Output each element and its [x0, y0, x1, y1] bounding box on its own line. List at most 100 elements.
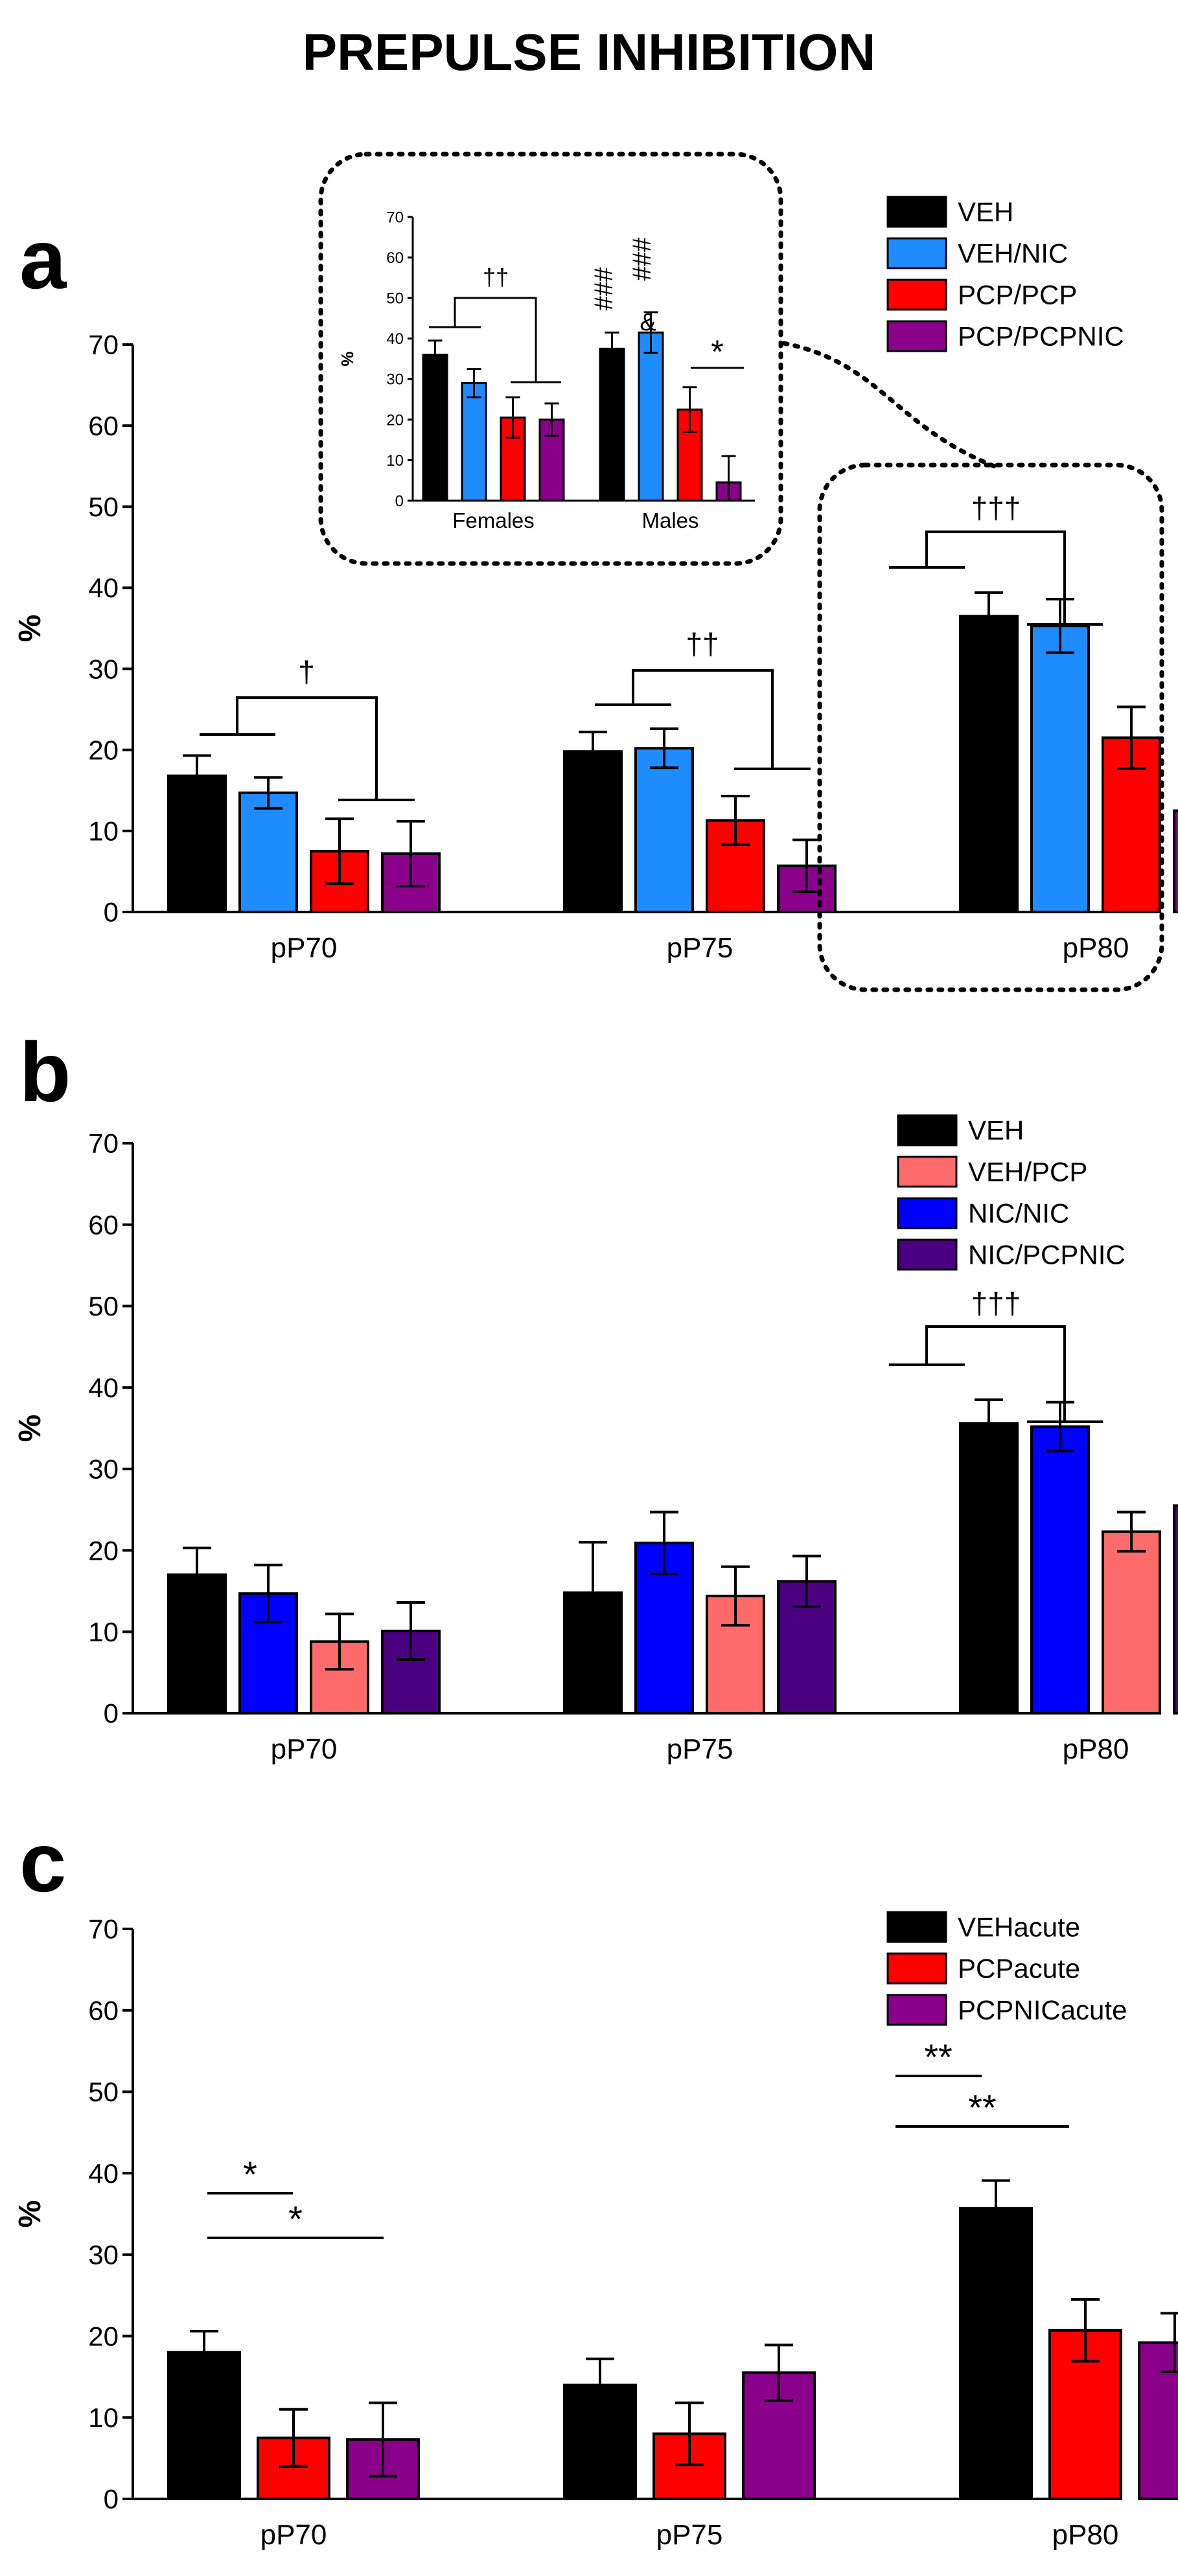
x-tick-label: pP70 — [271, 1733, 338, 1765]
legend-label: VEH/NIC — [958, 238, 1068, 269]
legend-swatch — [897, 1114, 958, 1146]
y-tick-label: 10 — [88, 1617, 119, 1647]
figure-title: PREPULSE INHIBITION — [303, 23, 876, 81]
bar-pcpnicacute-pp80 — [1138, 2341, 1178, 2501]
legend-swatch — [886, 1994, 947, 2026]
bar-nic-pcpnic-pp80 — [1173, 1504, 1178, 1715]
bar-veh-males — [599, 347, 625, 502]
x-tick-label: pP75 — [667, 932, 733, 964]
x-tick-label: Males — [641, 508, 699, 532]
significance-marker: ††† — [971, 1286, 1021, 1320]
x-tick-label: pP80 — [1063, 1733, 1129, 1765]
significance-marker: * — [288, 2198, 303, 2239]
bar-vehacute-pp70 — [167, 2351, 241, 2501]
legend-label: VEH — [968, 1115, 1024, 1146]
legend-swatch — [886, 279, 947, 311]
y-tick-label: 60 — [88, 411, 119, 441]
y-tick-label: 40 — [88, 573, 119, 603]
panel-a-letter: a — [19, 212, 67, 306]
legend-swatch — [886, 320, 947, 352]
y-tick-label: 30 — [88, 1454, 119, 1485]
comparison-bracket — [236, 696, 378, 800]
legend-swatch — [897, 1197, 958, 1229]
significance-marker: & — [640, 309, 656, 336]
y-axis-label: % — [13, 2200, 47, 2228]
y-tick-label: 40 — [386, 330, 404, 348]
legend-label: PCPacute — [958, 1954, 1080, 1984]
y-tick-label: 30 — [88, 2240, 119, 2270]
bar-veh-pp70 — [167, 774, 227, 914]
panel-c-letter: c — [19, 1815, 66, 1909]
x-tick-label: pP70 — [271, 932, 338, 964]
y-tick-label: 10 — [386, 452, 404, 470]
significance-marker: * — [243, 2154, 257, 2194]
legend-swatch — [886, 1911, 947, 1943]
legend-swatch — [886, 237, 947, 269]
y-tick-label: 60 — [386, 249, 404, 267]
y-tick-label: 20 — [88, 2321, 119, 2351]
y-axis-label: % — [338, 351, 357, 366]
y-tick-label: 30 — [88, 654, 119, 684]
bar-veh-nic-males — [638, 331, 664, 502]
x-tick-label: Females — [452, 508, 535, 532]
x-tick-label: pP80 — [1063, 932, 1129, 964]
callout-box-inset — [318, 152, 783, 566]
bar-veh-pp80 — [959, 1422, 1019, 1715]
significance-marker: * — [711, 334, 723, 370]
panel-c-chart: 0 10 20 30 40 50 60 70% pP70 pP75 pP80 VEHacute PCPa… — [13, 1911, 1178, 2551]
x-tick-label: pP75 — [656, 2519, 723, 2551]
legend-label: NIC/PCPNIC — [968, 1240, 1126, 1270]
significance-marker: †† — [686, 627, 719, 661]
legend-swatch — [886, 196, 947, 228]
x-tick-label: pP75 — [667, 1733, 733, 1765]
y-tick-label: 70 — [386, 209, 404, 226]
bar-veh-nic-pp70 — [238, 792, 298, 914]
bar-veh-nic-pp80 — [1030, 624, 1090, 913]
comparison-bracket — [925, 1325, 1066, 1422]
y-tick-label: 20 — [88, 1535, 119, 1566]
y-tick-label: 60 — [88, 1995, 119, 2025]
y-tick-label: 50 — [88, 2077, 119, 2107]
y-tick-label: 10 — [88, 2402, 119, 2433]
legend-label: PCPNICacute — [958, 1995, 1127, 2025]
bar-veh-nic-pp75 — [634, 747, 694, 913]
bar-veh-pcp-pp80 — [1102, 1530, 1161, 1715]
significance-marker: †† — [483, 264, 509, 290]
legend-label: VEH/PCP — [968, 1157, 1087, 1187]
legend-label: NIC/NIC — [968, 1198, 1069, 1229]
significance-marker: † — [298, 655, 315, 689]
panel-b-chart: 0 10 20 30 40 50 60 70% pP70 pP75 pP80 VEH VEH/PCP NI… — [13, 1114, 1178, 1765]
bar-veh-pp80 — [959, 615, 1019, 913]
significance-marker: ††† — [971, 491, 1021, 525]
legend-label: VEHacute — [958, 1912, 1080, 1943]
y-tick-label: 50 — [88, 492, 119, 522]
y-tick-label: 70 — [88, 330, 119, 360]
bar-veh-pcp-pp75 — [706, 1594, 765, 1715]
y-tick-label: 0 — [104, 2484, 119, 2514]
legend-label: PCP/PCPNIC — [958, 321, 1124, 352]
bar-pcp-pcpnic-pp80 — [1173, 809, 1178, 913]
y-tick-label: 70 — [88, 1914, 119, 1944]
legend-label: VEH — [958, 197, 1013, 227]
y-tick-label: 60 — [88, 1209, 119, 1240]
y-tick-label: 0 — [395, 492, 404, 510]
significance-marker: ** — [924, 2036, 953, 2077]
comparison-bracket — [632, 669, 774, 769]
comparison-bracket — [925, 530, 1066, 624]
y-axis-label: % — [13, 1415, 47, 1442]
callout-connector — [781, 341, 1000, 470]
y-tick-label: 20 — [386, 411, 404, 429]
y-tick-label: 30 — [386, 371, 404, 389]
comparison-bracket — [454, 297, 537, 382]
significance-marker: ** — [968, 2087, 997, 2128]
legend-swatch — [897, 1156, 958, 1188]
legend-swatch — [886, 1952, 947, 1985]
y-tick-label: 0 — [104, 1698, 119, 1729]
y-tick-label: 50 — [386, 290, 404, 308]
bar-veh-pp75 — [563, 750, 623, 914]
bar-veh-nic-females — [461, 382, 487, 502]
bar-veh-females — [422, 354, 448, 502]
significance-marker: ### — [590, 267, 618, 310]
y-tick-label: 50 — [88, 1291, 119, 1321]
